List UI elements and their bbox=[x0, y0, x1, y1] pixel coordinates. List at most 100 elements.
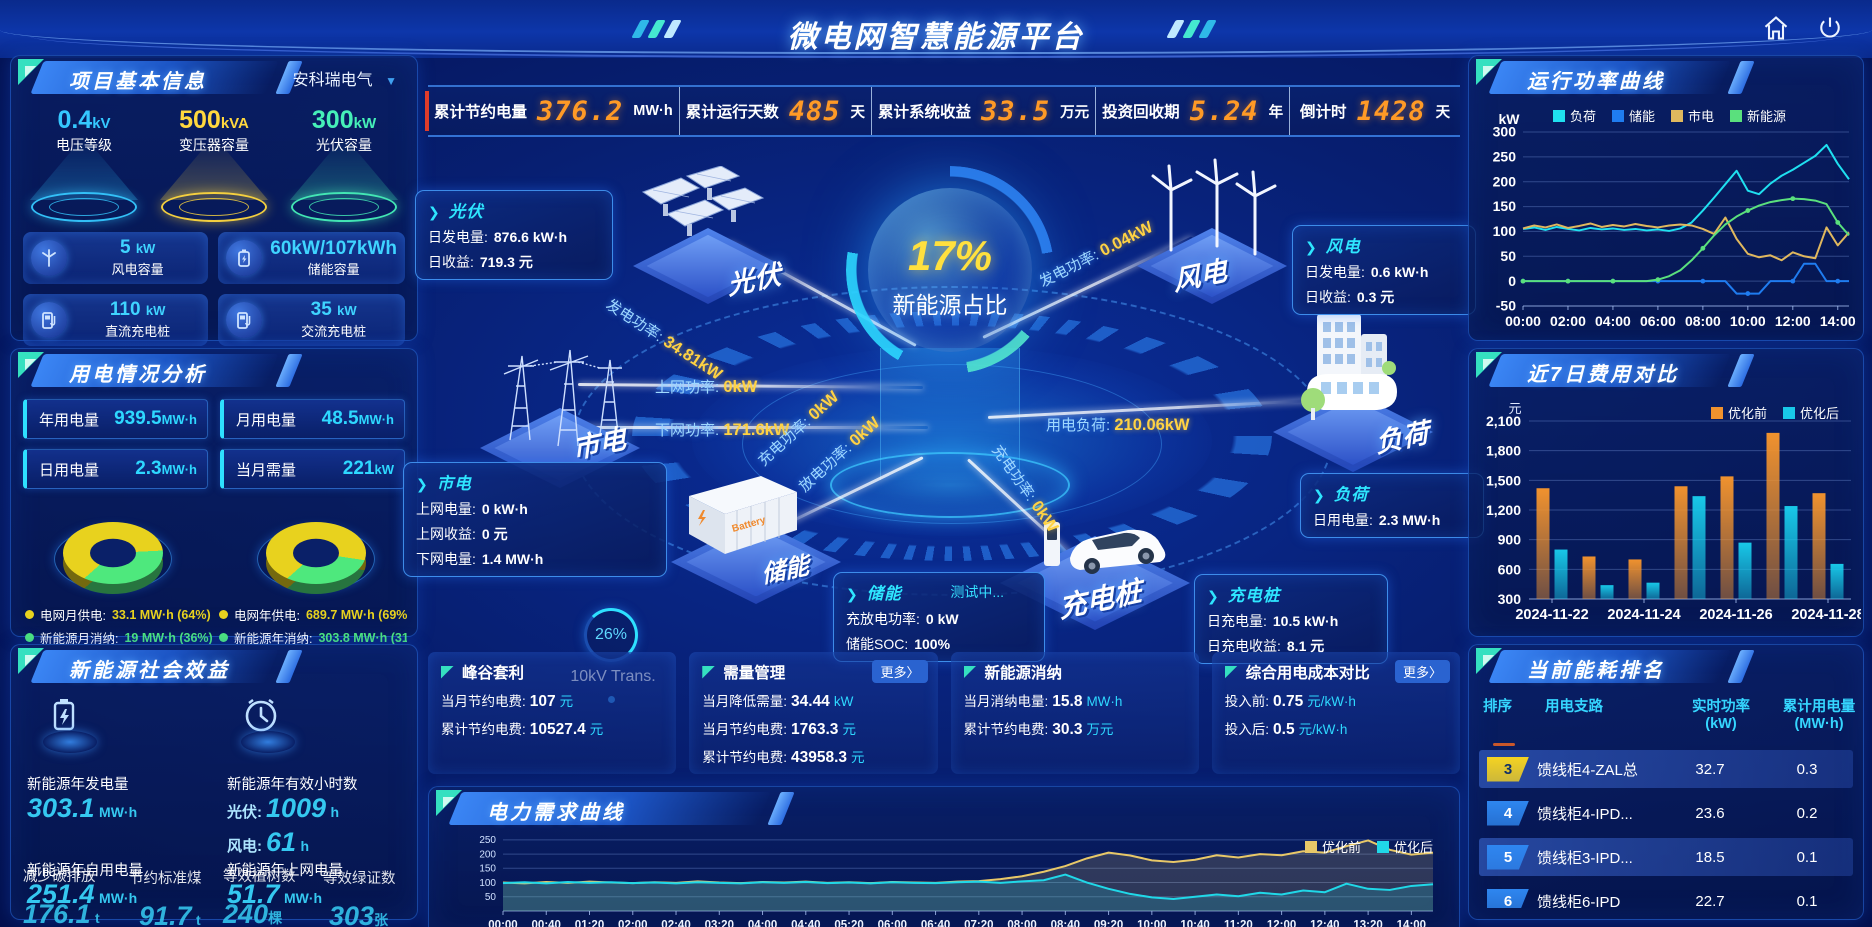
svg-text:11:20: 11:20 bbox=[1224, 920, 1253, 927]
svg-text:06:00: 06:00 bbox=[1640, 313, 1676, 329]
svg-text:300: 300 bbox=[1493, 124, 1517, 140]
svg-text:1,200: 1,200 bbox=[1486, 502, 1521, 518]
wind-card-title: ❯ 风电 bbox=[1305, 238, 1361, 256]
benefit-card-0: 峰谷套利 当月节约电费: 107 元累计节约电费: 10527.4 元 bbox=[428, 652, 677, 774]
storage-status-tag: 测试中... bbox=[950, 584, 1004, 600]
svg-text:600: 600 bbox=[1498, 561, 1522, 577]
hours-wind-value: 风电: 61 h bbox=[227, 827, 310, 857]
panel-title: 近7日费用对比 bbox=[1527, 364, 1680, 386]
panel-social-benefit: 新能源社会效益 新能源年发电量 303.1 MW·h 新能源年有效小时数 光伏:… bbox=[10, 644, 418, 927]
svg-text:13:20: 13:20 bbox=[1353, 920, 1382, 927]
device-card-row: 日用电量: 2.3 MW·h bbox=[1313, 512, 1441, 528]
power-chart-legend: 负荷 储能 市电 新能源 bbox=[1553, 106, 1786, 125]
grid-card-title: ❯ 市电 bbox=[416, 475, 472, 493]
flow-label-1: 上网功率: 0kW bbox=[655, 378, 758, 396]
svg-text:150: 150 bbox=[1493, 198, 1517, 214]
svg-text:08:00: 08:00 bbox=[1007, 920, 1036, 927]
device-card-row: 充放电功率: 0 kW bbox=[846, 611, 959, 627]
pv-card-title: ❯ 光伏 bbox=[428, 203, 484, 221]
more-button[interactable]: 更多〉 bbox=[1394, 660, 1450, 683]
svg-text:04:00: 04:00 bbox=[748, 920, 777, 927]
benefit-row: 累计节约电费: 30.3 万元 bbox=[963, 721, 1114, 738]
home-icon[interactable] bbox=[1762, 14, 1790, 42]
ranking-row-5[interactable]: 5 馈线柜3-IPD... 18.5 0.1 bbox=[1479, 838, 1853, 876]
legend-item: 市电 bbox=[1671, 106, 1714, 125]
demand-line-chart: 50 100 150 200 250 kW 00:00 00:40 01:20 02:00 02:4… bbox=[479, 821, 1434, 927]
benefit-row: 当月节约电费: 1763.3 元 bbox=[702, 721, 856, 738]
donut-legend: 电网月供电: 33.1 MW·h (64%) 电网年供电: 689.7 MW·h (6… bbox=[11, 593, 417, 647]
legend-item: 储能 bbox=[1612, 106, 1655, 125]
svg-text:10:40: 10:40 bbox=[1180, 920, 1209, 927]
svg-text:200: 200 bbox=[1493, 173, 1517, 189]
rank-badge: 4 bbox=[1487, 800, 1529, 826]
svg-text:100: 100 bbox=[1493, 223, 1517, 239]
ranking-row-4[interactable]: 4 馈线柜4-IPD... 23.6 0.2 bbox=[1479, 794, 1853, 832]
panel-energy-ranking: 当前能耗排名 排序 用电支路 实时功率 (kW) 累计用电量 (MW·h) 3 馈线柜4… bbox=[1468, 644, 1864, 920]
total-energy: 0.1 bbox=[1796, 848, 1818, 866]
storage-card-title: ❯ 储能 bbox=[846, 585, 902, 603]
usage-stat-0: 年用电量 939.5MW·h bbox=[23, 399, 208, 439]
legend-item: 新能源 bbox=[1730, 106, 1786, 125]
podium-row: 0.4kV 电压等级 500kVA 变压器容量 300kW 光伏容量 bbox=[11, 98, 417, 228]
branch-name: 馈线柜4-ZAL总 bbox=[1537, 761, 1638, 779]
cost-chart-legend: 优化前 优化后 bbox=[1710, 403, 1839, 422]
svg-text:14:00: 14:00 bbox=[1397, 920, 1426, 927]
svg-text:250: 250 bbox=[479, 835, 496, 846]
capacity-cards: 5 kW 风电容量 60kW/107kWh 储能容量 110 kW 直流充电桩 35 kW 交… bbox=[11, 228, 417, 350]
carousel-value-ghost: 176.1 t bbox=[23, 899, 100, 927]
ranking-column-0: 排序 bbox=[1483, 699, 1512, 715]
benefit-card-title: 峰谷套利 bbox=[441, 661, 663, 683]
ranking-list: 3 馈线柜4-ZAL总 32.7 0.3 4 馈线柜4-IPD... 23.6 0.2 5 馈线柜… bbox=[1469, 750, 1863, 908]
ranking-row-3[interactable]: 3 馈线柜4-ZAL总 32.7 0.3 bbox=[1479, 750, 1853, 788]
panel-title: 当前能耗排名 bbox=[1527, 660, 1665, 682]
yearly-donut-chart bbox=[251, 501, 381, 594]
svg-text:12:00: 12:00 bbox=[1775, 313, 1811, 329]
energy-flow-hub: 17% 新能源占比 光伏 bbox=[428, 136, 1460, 648]
svg-text:1,800: 1,800 bbox=[1486, 443, 1521, 459]
svg-text:00:00: 00:00 bbox=[1505, 313, 1541, 329]
usage-stats: 年用电量 939.5MW·h 月用电量 48.5MW·h 日用电量 2.3MW·h 当月需量… bbox=[11, 391, 417, 491]
load-node: 负荷 bbox=[1265, 304, 1433, 472]
carousel-label-ghost: 等效绿证数 bbox=[323, 871, 396, 887]
ranking-row-6[interactable]: 6 馈线柜6-IPD 22.7 0.1 bbox=[1479, 882, 1853, 908]
legend-item: 优化后 bbox=[1376, 837, 1433, 856]
kpi-bar: 累计节约电量 376.2 MW·h 累计运行天数 485 天累计系统收益 33.5 万元 投资回… bbox=[425, 85, 1460, 137]
corner-mini-icon bbox=[441, 665, 454, 679]
arrow-icon: ❯ bbox=[1313, 487, 1326, 503]
svg-text:02:00: 02:00 bbox=[1550, 313, 1586, 329]
top-header: 微电网智慧能源平台 bbox=[0, 0, 1872, 58]
carousel-label: 新能源年自用电量 bbox=[27, 863, 143, 879]
benefit-card-3: 综合用电成本对比 更多〉 投入前: 0.75 元/kW·h 投入后: 0.5 元/kW·h bbox=[1211, 652, 1460, 774]
svg-text:300: 300 bbox=[1498, 591, 1522, 607]
capacity-card-0: 5 kW 风电容量 bbox=[23, 232, 209, 284]
device-card-row: 日发电量: 0.6 kW·h bbox=[1305, 264, 1429, 280]
more-button[interactable]: 更多〉 bbox=[872, 660, 928, 683]
benefit-cards-row: 峰谷套利 当月节约电费: 107 元累计节约电费: 10527.4 元需量管理 更多〉 当月降… bbox=[428, 652, 1460, 774]
panel-project-info: 项目基本信息 安科瑞电气 ▼ 0.4kV 电压等级 500kVA 变压器容量 300kW… bbox=[10, 55, 418, 346]
device-card-row: 上网收益: 0 元 bbox=[416, 526, 508, 542]
svg-text:kW: kW bbox=[482, 829, 497, 832]
company-dropdown[interactable]: 安科瑞电气 ▼ bbox=[293, 66, 397, 90]
hours-pv-value: 光伏: 1009 h bbox=[227, 793, 340, 823]
building-icon bbox=[1301, 314, 1397, 420]
grid-node: 市电 bbox=[472, 322, 642, 488]
legend-item: 优化前 bbox=[1304, 837, 1361, 856]
realtime-power: 22.7 bbox=[1695, 892, 1725, 909]
total-energy: 0.1 bbox=[1796, 892, 1818, 909]
power-icon[interactable] bbox=[1816, 14, 1844, 42]
svg-text:10:00: 10:00 bbox=[1137, 920, 1166, 927]
arrow-icon: ❯ bbox=[428, 204, 441, 220]
svg-text:1,500: 1,500 bbox=[1486, 472, 1521, 488]
device-card-row: 日充电量: 10.5 kW·h bbox=[1207, 613, 1339, 629]
panel-usage-analysis: 用电情况分析 年用电量 939.5MW·h 月用电量 48.5MW·h 日用电量 2.3M… bbox=[10, 348, 418, 646]
panel-title: 新能源社会效益 bbox=[69, 660, 230, 682]
svg-text:50: 50 bbox=[1500, 248, 1516, 264]
svg-text:14:00: 14:00 bbox=[1820, 313, 1856, 329]
charger-icon bbox=[31, 302, 67, 338]
page-title: 微电网智慧能源平台 bbox=[787, 21, 1085, 54]
flow-label-2: 下网功率: 171.6kW bbox=[655, 421, 790, 439]
legend-item: 负荷 bbox=[1553, 106, 1596, 125]
legend-item: 优化前 bbox=[1710, 403, 1767, 422]
